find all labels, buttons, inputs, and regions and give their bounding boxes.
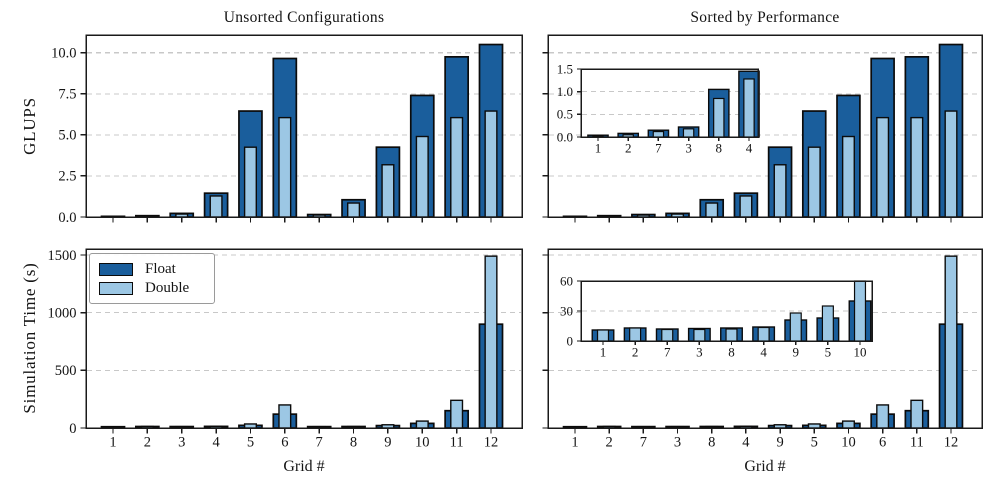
xtick-label: 4 <box>742 434 750 450</box>
xtick-label: 12 <box>484 434 499 450</box>
xtick-label: 11 <box>450 434 464 450</box>
xtick-label: 9 <box>793 344 800 359</box>
xtick-label: 5 <box>247 434 254 450</box>
xlabel-grid-right: Grid # <box>744 458 786 475</box>
ytick-label: 0 <box>567 333 574 348</box>
xtick-label: 2 <box>625 140 632 155</box>
xtick-label: 10 <box>854 344 867 359</box>
xtick-label: 5 <box>811 434 818 450</box>
ytick-label: 10.0 <box>51 46 76 62</box>
ytick-label: 1.5 <box>557 61 573 76</box>
xtick-label: 11 <box>910 434 924 450</box>
xtick-label: 3 <box>674 434 681 450</box>
ytick-label: 0.0 <box>58 210 76 226</box>
legend-item-float: Float <box>99 262 205 277</box>
legend-item-double: Double <box>99 281 205 296</box>
ytick-label: 500 <box>55 363 77 379</box>
ytick-label: 5.0 <box>58 128 76 144</box>
xtick-label: 6 <box>281 434 288 450</box>
ytick-label: 1000 <box>48 305 77 321</box>
xtick-label: 2 <box>606 434 613 450</box>
xtick-label: 4 <box>212 434 220 450</box>
ytick-label: 7.5 <box>58 87 76 103</box>
ytick-label: 1500 <box>48 248 77 264</box>
ylabel-simulation-time: Simulation Time (s) <box>20 262 39 414</box>
xtick-label: 3 <box>696 344 703 359</box>
xtick-label: 1 <box>600 344 607 359</box>
xlabel-grid-left: Grid # <box>283 458 325 475</box>
ylabel-glups: GLUPS <box>20 97 39 155</box>
xtick-label: 4 <box>760 344 767 359</box>
ytick-label: 60 <box>560 273 573 288</box>
panel-title-sorted: Sorted by Performance <box>690 9 840 26</box>
xtick-label: 7 <box>640 434 647 450</box>
xtick-label: 1 <box>595 140 602 155</box>
xtick-label: 7 <box>655 140 662 155</box>
xtick-label: 8 <box>708 434 715 450</box>
xtick-label: 10 <box>841 434 856 450</box>
ytick-label: 30 <box>560 303 573 318</box>
xtick-label: 1 <box>571 434 578 450</box>
legend-label-double: Double <box>145 280 190 296</box>
ytick-label: 2.5 <box>58 169 76 185</box>
xtick-label: 9 <box>384 434 391 450</box>
xtick-label: 1 <box>109 434 116 450</box>
panel-title-unsorted: Unsorted Configurations <box>223 9 385 26</box>
xtick-label: 4 <box>746 140 753 155</box>
legend: Float Double <box>89 253 215 304</box>
xtick-label: 8 <box>716 140 723 155</box>
xtick-label: 8 <box>728 344 735 359</box>
xtick-label: 9 <box>776 434 783 450</box>
xtick-label: 7 <box>664 344 671 359</box>
ytick-label: 0.0 <box>557 129 573 144</box>
xtick-label: 6 <box>879 434 886 450</box>
xtick-label: 7 <box>316 434 323 450</box>
ytick-label: 0.5 <box>557 107 573 122</box>
legend-swatch-double-icon <box>99 282 133 295</box>
xtick-label: 5 <box>825 344 832 359</box>
xtick-label: 8 <box>350 434 357 450</box>
ytick-label: 1.0 <box>557 84 573 99</box>
ytick-label: 0 <box>69 421 76 437</box>
xtick-label: 3 <box>178 434 185 450</box>
xtick-label: 2 <box>632 344 639 359</box>
xtick-label: 12 <box>944 434 959 450</box>
legend-swatch-float-icon <box>99 263 133 276</box>
xtick-label: 10 <box>415 434 430 450</box>
xtick-label: 3 <box>685 140 692 155</box>
legend-label-float: Float <box>145 261 176 277</box>
xtick-label: 2 <box>144 434 151 450</box>
